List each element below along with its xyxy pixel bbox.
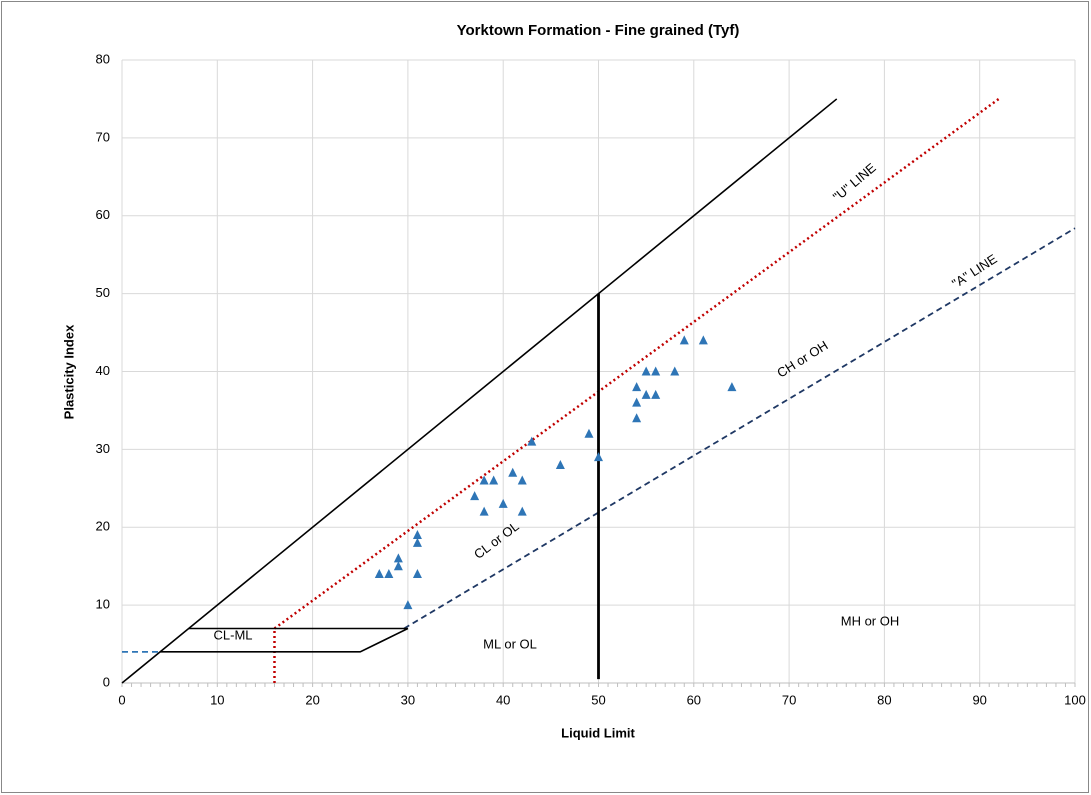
y-tick-label: 30 bbox=[96, 441, 110, 456]
y-tick-label: 80 bbox=[96, 51, 110, 66]
x-tick-label: 50 bbox=[591, 692, 605, 707]
data-point bbox=[479, 475, 489, 485]
y-axis-label: Plasticity Index bbox=[61, 324, 76, 419]
x-tick-label: 80 bbox=[877, 692, 891, 707]
data-point bbox=[393, 561, 403, 571]
reference-line bbox=[403, 227, 1076, 630]
data-point bbox=[679, 335, 689, 345]
data-point bbox=[651, 389, 661, 399]
data-point bbox=[670, 366, 680, 376]
x-tick-label: 60 bbox=[687, 692, 701, 707]
data-point bbox=[384, 568, 394, 578]
data-point bbox=[489, 475, 499, 485]
data-point bbox=[651, 366, 661, 376]
data-point bbox=[517, 475, 527, 485]
x-tick-label: 40 bbox=[496, 692, 510, 707]
x-tick-label: 30 bbox=[401, 692, 415, 707]
reference-line bbox=[121, 98, 838, 684]
x-axis-label: Liquid Limit bbox=[561, 725, 635, 740]
y-tick-label: 40 bbox=[96, 363, 110, 378]
x-tick-label: 70 bbox=[782, 692, 796, 707]
data-point bbox=[508, 467, 518, 477]
y-tick-label: 0 bbox=[103, 674, 110, 689]
y-tick-label: 10 bbox=[96, 597, 110, 612]
data-point bbox=[374, 568, 384, 578]
annotation: CL-ML bbox=[213, 627, 252, 642]
data-point bbox=[479, 506, 489, 516]
y-tick-label: 70 bbox=[96, 129, 110, 144]
annotation: ML or OL bbox=[483, 636, 537, 651]
chart-title: Yorktown Formation - Fine grained (Tyf) bbox=[457, 22, 740, 39]
data-point bbox=[641, 366, 651, 376]
data-point bbox=[393, 553, 403, 563]
data-point bbox=[470, 491, 480, 501]
data-point bbox=[641, 389, 651, 399]
x-tick-label: 0 bbox=[118, 692, 125, 707]
x-tick-label: 90 bbox=[972, 692, 986, 707]
data-point bbox=[698, 335, 708, 345]
data-point bbox=[584, 428, 594, 438]
data-point bbox=[412, 530, 422, 540]
y-tick-label: 60 bbox=[96, 207, 110, 222]
reference-line bbox=[160, 627, 409, 653]
data-point bbox=[403, 600, 413, 610]
data-point bbox=[632, 413, 642, 423]
data-point bbox=[632, 382, 642, 392]
data-point bbox=[517, 506, 527, 516]
data-point bbox=[594, 452, 603, 462]
data-point bbox=[527, 436, 537, 446]
data-point bbox=[632, 397, 642, 407]
x-tick-label: 100 bbox=[1064, 692, 1086, 707]
x-tick-label: 20 bbox=[305, 692, 319, 707]
data-point bbox=[498, 498, 508, 508]
data-point bbox=[412, 568, 422, 578]
data-point bbox=[555, 459, 565, 469]
annotation: MH or OH bbox=[841, 613, 900, 628]
data-point bbox=[727, 382, 737, 392]
y-tick-label: 50 bbox=[96, 285, 110, 300]
y-tick-label: 20 bbox=[96, 519, 110, 534]
data-point bbox=[412, 537, 422, 547]
x-tick-label: 10 bbox=[210, 692, 224, 707]
